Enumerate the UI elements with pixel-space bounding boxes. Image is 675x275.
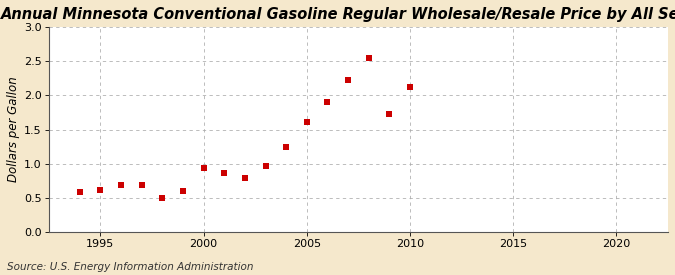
Point [219, 171, 230, 175]
Point [281, 145, 292, 150]
Point [95, 188, 106, 192]
Text: Source: U.S. Energy Information Administration: Source: U.S. Energy Information Administ… [7, 262, 253, 272]
Y-axis label: Dollars per Gallon: Dollars per Gallon [7, 77, 20, 182]
Point [136, 183, 147, 188]
Point [343, 78, 354, 82]
Point [240, 176, 250, 180]
Point [115, 183, 126, 188]
Point [178, 189, 188, 193]
Point [157, 196, 167, 201]
Point [198, 166, 209, 170]
Point [384, 112, 395, 116]
Point [74, 189, 85, 194]
Point [404, 84, 415, 89]
Point [260, 164, 271, 168]
Point [363, 56, 374, 60]
Point [302, 120, 313, 124]
Title: Annual Minnesota Conventional Gasoline Regular Wholesale/Resale Price by All Sel: Annual Minnesota Conventional Gasoline R… [1, 7, 675, 22]
Point [322, 99, 333, 104]
